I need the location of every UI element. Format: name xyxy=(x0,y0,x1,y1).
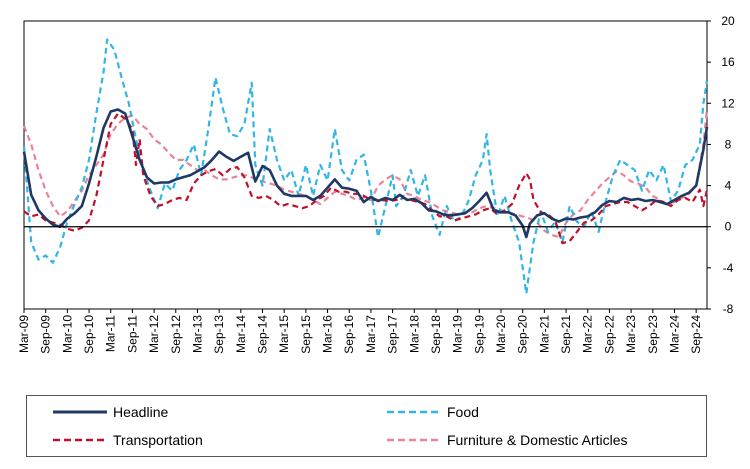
x-tick-label: Sep-17 xyxy=(386,315,400,354)
legend-swatch-furniture xyxy=(387,438,441,442)
x-tick-label: Mar-10 xyxy=(60,315,74,353)
x-tick-label: Sep-14 xyxy=(256,315,270,354)
x-tick-label: Sep-23 xyxy=(646,315,660,354)
x-tick-label: Mar-20 xyxy=(494,315,508,353)
x-tick-label: Mar-11 xyxy=(104,315,118,352)
x-tick-label: Sep-09 xyxy=(39,315,53,354)
y-tick-label: 16 xyxy=(721,55,735,69)
legend-label-furniture: Furniture & Domestic Articles xyxy=(447,432,628,448)
x-tick-label: Sep-15 xyxy=(299,315,313,354)
x-tick-label: Sep-16 xyxy=(342,315,356,354)
x-tick-label: Mar-19 xyxy=(451,315,465,353)
x-tick-label: Mar-09 xyxy=(17,315,31,353)
x-tick-label: Mar-16 xyxy=(321,315,335,353)
y-tick-label: -4 xyxy=(723,261,734,275)
x-tick-label: Mar-21 xyxy=(537,315,551,353)
legend-swatch-food xyxy=(387,410,441,414)
plot-frame xyxy=(23,20,708,310)
legend-label-food: Food xyxy=(447,404,479,420)
x-tick-label: Mar-18 xyxy=(407,315,421,353)
x-tick-label: Mar-24 xyxy=(667,315,681,353)
series-line-headline xyxy=(22,108,709,239)
series-line-transportation xyxy=(23,112,709,245)
x-tick-label: Mar-14 xyxy=(234,315,248,353)
x-axis-ticks: Mar-09 Sep-09 Mar-10 Sep-10 Mar-11 Sep-11 Mar-… xyxy=(17,309,703,354)
x-tick-label: Sep-11 xyxy=(125,315,139,353)
x-tick-label: Sep-24 xyxy=(689,315,703,354)
legend-item-headline: Headline xyxy=(53,402,168,422)
x-tick-label: Mar-17 xyxy=(364,315,378,353)
x-tick-label: Mar-23 xyxy=(624,315,638,353)
legend-item-transportation: Transportation xyxy=(53,430,203,450)
x-tick-label: Sep-20 xyxy=(516,315,530,354)
legend-swatch-headline xyxy=(53,410,107,414)
series-layer xyxy=(22,38,709,295)
legend-swatch-transportation xyxy=(53,438,107,442)
series-line-food xyxy=(22,38,709,295)
y-tick-label: 4 xyxy=(725,179,732,193)
y-tick-label: 8 xyxy=(725,137,732,151)
legend-label-headline: Headline xyxy=(113,404,169,420)
x-tick-label: Sep-19 xyxy=(472,315,486,354)
series-line-furniture-domestic-articles xyxy=(22,108,709,239)
x-tick-label: Sep-12 xyxy=(169,315,183,354)
legend-item-furniture: Furniture & Domestic Articles xyxy=(387,430,628,450)
x-tick-label: Sep-21 xyxy=(559,315,573,354)
x-tick-label: Mar-13 xyxy=(190,315,204,353)
legend-label-transportation: Transportation xyxy=(113,432,203,448)
y-axis-ticks: -8 -4 0 4 8 12 16 20 xyxy=(707,14,735,316)
legend: Headline Food Transportation Furniture &… xyxy=(26,395,707,457)
legend-item-food: Food xyxy=(387,402,479,422)
y-tick-label: 12 xyxy=(721,96,735,110)
x-tick-label: Mar-22 xyxy=(581,315,595,353)
x-tick-label: Sep-18 xyxy=(429,315,443,354)
x-tick-label: Mar-15 xyxy=(277,315,291,353)
y-tick-label: 0 xyxy=(725,220,732,234)
x-tick-label: Sep-22 xyxy=(602,315,616,354)
x-tick-label: Mar-12 xyxy=(147,315,161,353)
x-tick-label: Sep-10 xyxy=(82,315,96,354)
plot-area-border xyxy=(23,20,708,310)
y-tick-label: -8 xyxy=(723,302,734,316)
x-tick-label: Sep-13 xyxy=(212,315,226,354)
y-tick-label: 20 xyxy=(721,14,735,28)
